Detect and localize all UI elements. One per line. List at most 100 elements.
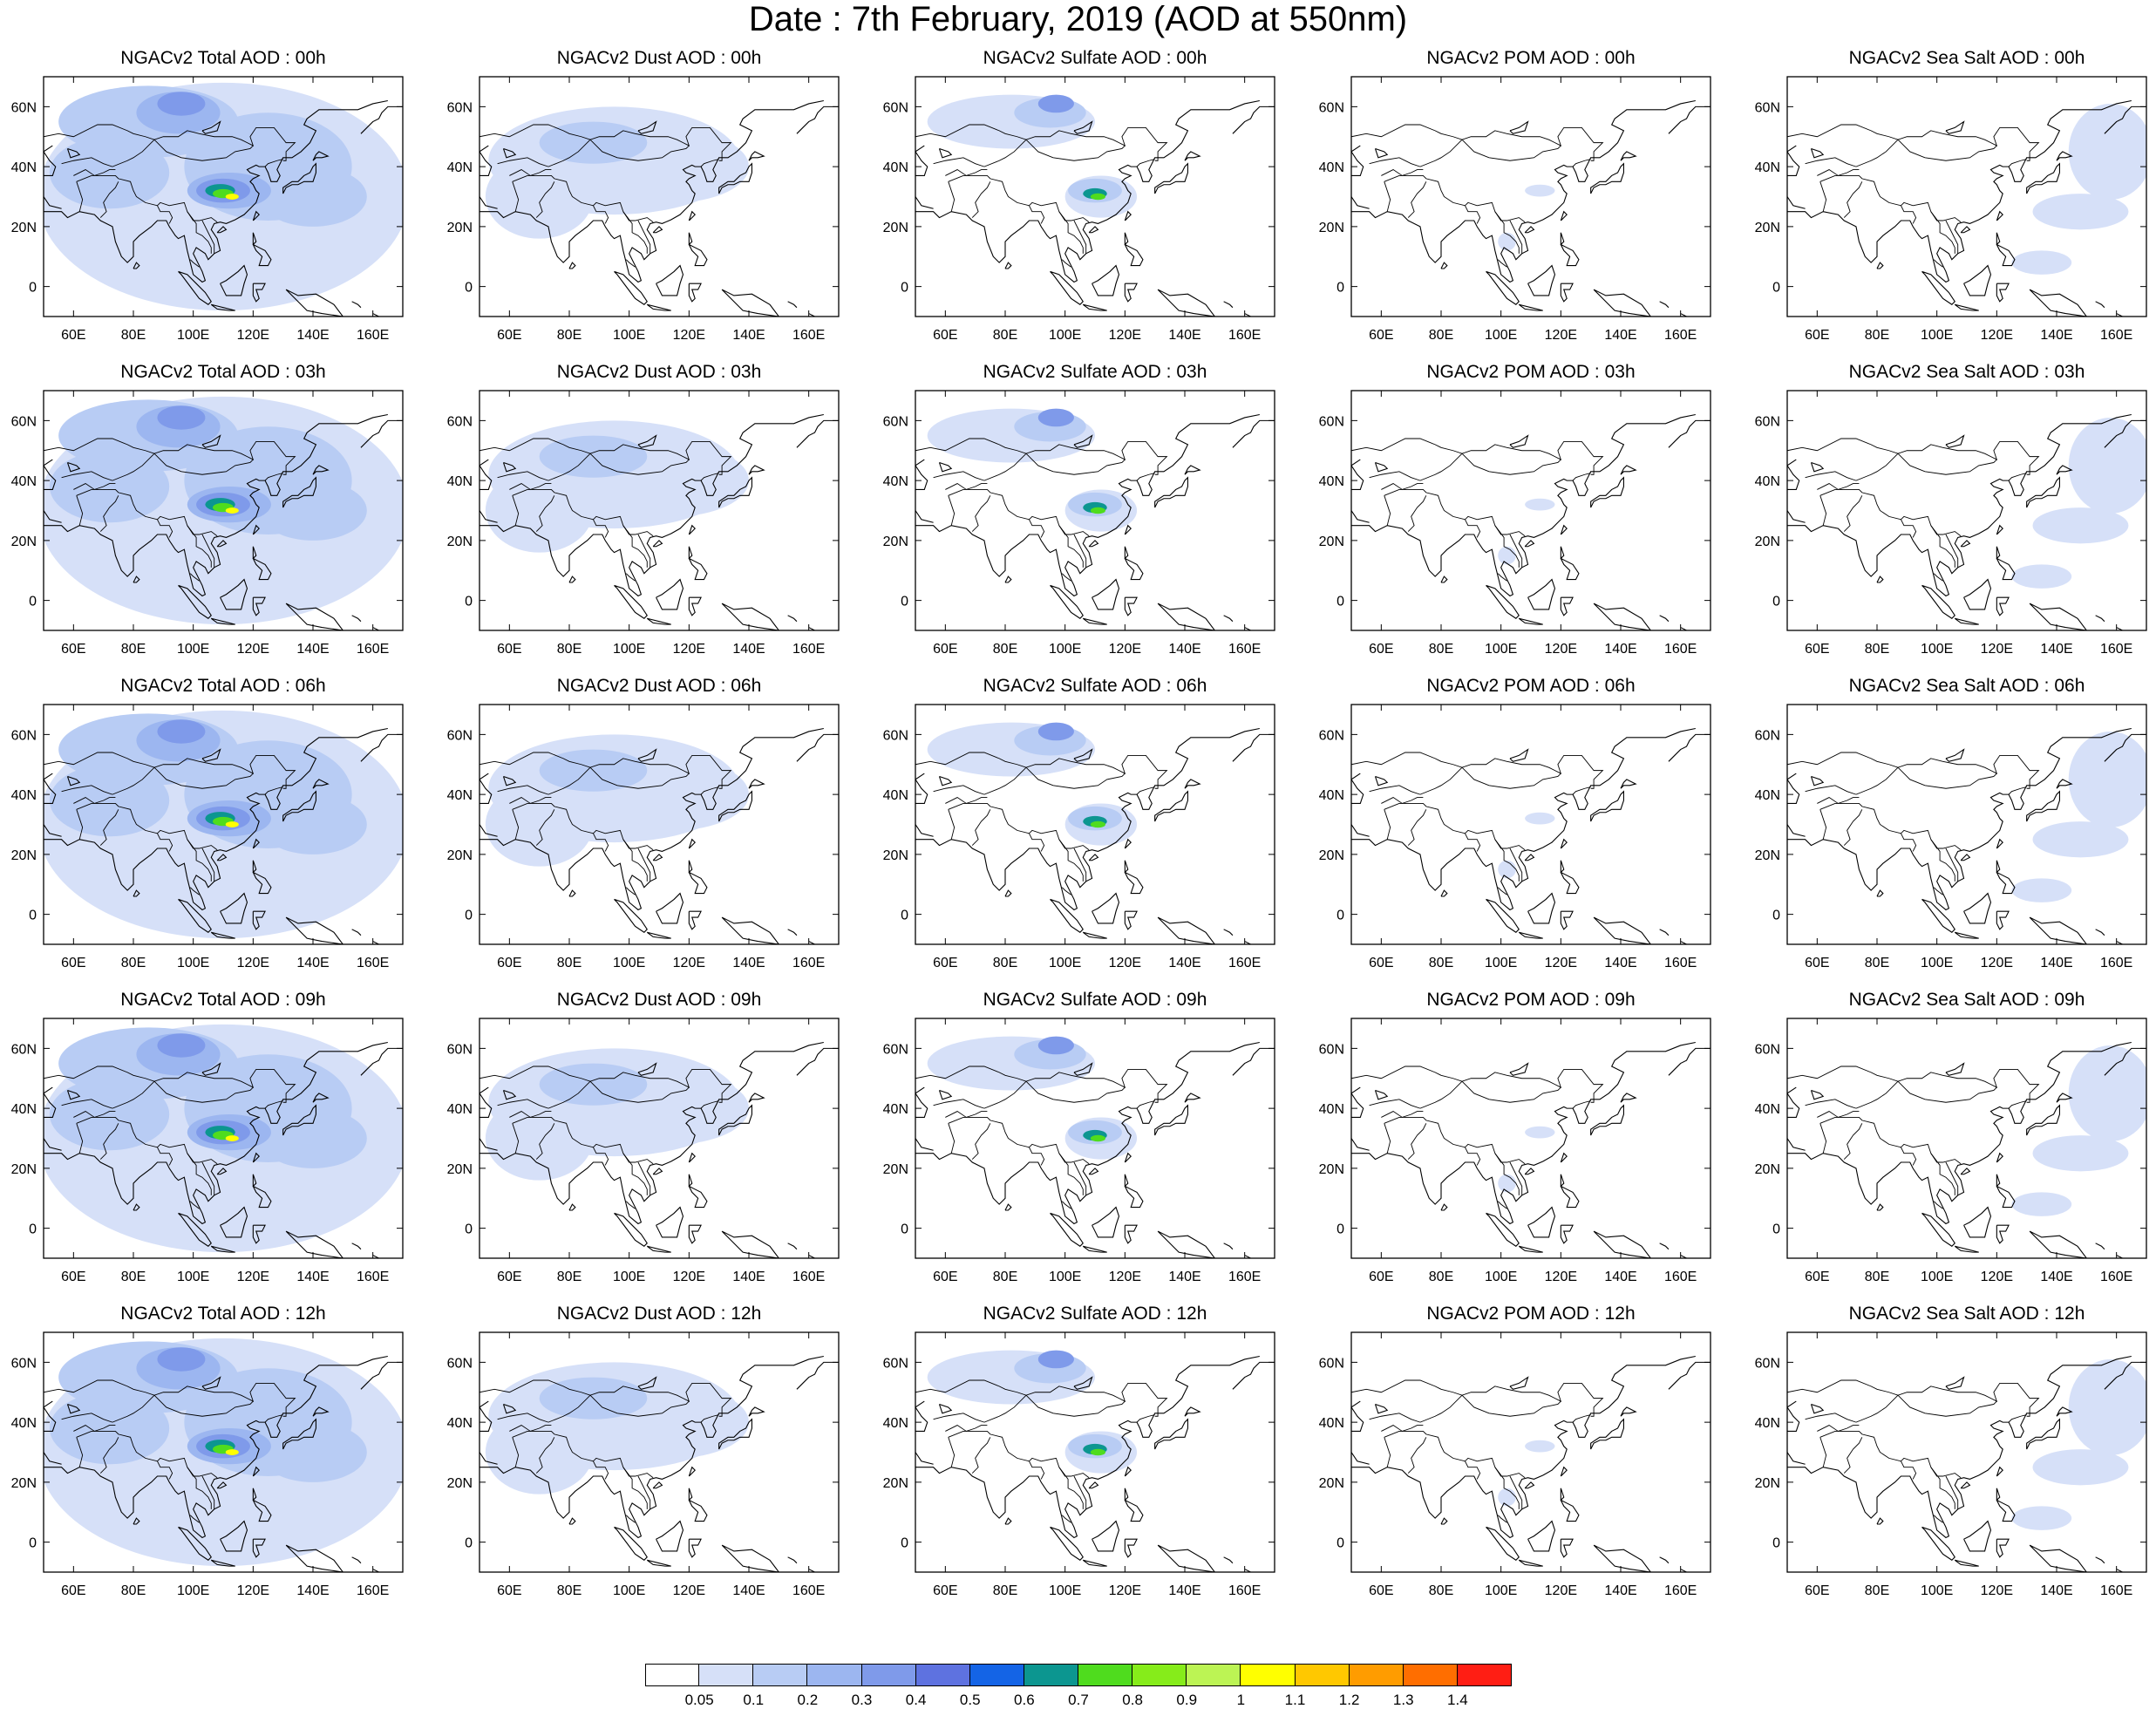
x-tick-label: 80E [557,956,582,970]
country-border [622,839,648,882]
y-tick-label: 0 [901,1536,908,1551]
country-border [933,1099,985,1109]
y-tick-label: 60N [1755,414,1780,429]
aod-patch [1525,184,1555,197]
x-tick-label: 100E [1485,328,1517,343]
x-tick-label: 120E [1109,328,1141,343]
y-tick-label: 60N [1319,728,1344,743]
coastline [1921,270,1955,305]
country-border [157,205,173,224]
x-tick-label: 120E [1981,1583,2013,1598]
country-border [1073,1161,1087,1195]
x-tick-label: 160E [1664,1270,1697,1284]
aod-patch [485,468,594,553]
coastline [1787,824,1806,837]
colorbar-label: 0.05 [684,1692,714,1708]
map-panel-seasalt-1: NGACv2 Sea Salt AOD : 03h 60E 80E 100E 120E 1… [1744,359,2156,662]
coastline [652,1481,663,1489]
coastline [1157,916,1216,944]
coastline [66,1403,81,1414]
coastline [1124,546,1144,581]
coastline [1509,748,1529,762]
country-border [1819,809,1827,840]
colorbar-label: 0.9 [1176,1692,1198,1708]
coastline [1124,1224,1138,1244]
map-plot: 60E 80E 100E 120E 140E 160E 60N 40N 20N 0 [447,76,840,343]
coastline [285,289,344,317]
coastline [614,1212,648,1247]
country-border [971,1437,991,1474]
y-tick-label: 40N [1319,1102,1344,1117]
coastline [1440,1203,1448,1211]
country-border [1351,1379,1604,1417]
country-border [512,1123,520,1154]
coastline [721,916,780,944]
x-tick-label: 100E [1485,1583,1517,1598]
country-border [187,1153,212,1195]
coastline [178,1526,212,1561]
coastline [1996,1466,2003,1477]
y-tick-label: 60N [11,100,37,115]
coastline [1945,748,1965,762]
country-border [548,453,591,481]
coastline [1374,1403,1389,1414]
coastline [1184,1406,1201,1417]
x-tick-label: 80E [1429,642,1453,657]
coastline [1124,1466,1132,1477]
x-tick-label: 80E [557,1583,582,1598]
colorbar-label: 0.8 [1122,1692,1143,1708]
y-tick-label: 60N [1755,1042,1780,1057]
coastline [1960,226,1971,234]
x-tick-label: 100E [1049,1583,1081,1598]
coastline [1787,1452,1806,1465]
country-border [187,839,212,882]
coastline [44,510,62,523]
coastline [2095,1556,2105,1564]
country-border [1817,483,1860,490]
colorbar-label: 1 [1236,1692,1246,1708]
x-tick-label: 80E [993,956,1017,970]
map-frame [1350,704,1711,945]
coastline [1560,596,1574,616]
country-border [61,785,113,795]
coastline [1560,1488,1580,1522]
country-border [1407,809,1427,846]
country-border [1572,473,1591,481]
y-tick-label: 20N [883,534,908,549]
coastline [718,790,752,822]
country-border [1509,848,1523,882]
x-tick-label: 140E [1604,1270,1636,1284]
coastline [796,1361,839,1390]
coastline [1560,232,1580,267]
coastline [479,459,493,490]
aod-patch [259,480,367,541]
coastline [1963,1520,1992,1552]
coastline [646,1559,671,1567]
x-tick-label: 60E [61,642,85,657]
coastline [479,1452,498,1465]
map-frame [1786,704,2147,945]
coastline [66,147,81,159]
coastline [1620,151,1637,161]
country-border [1897,453,1997,475]
country-border [1509,1161,1523,1195]
x-tick-label: 140E [296,1583,329,1598]
coastline [1124,1538,1138,1558]
map-frame [1786,1018,2147,1259]
coastline [502,1403,517,1414]
y-tick-label: 20N [447,1162,473,1177]
coastline [1351,1355,1696,1539]
panel-title: NGACv2 Sulfate AOD : 09h [983,990,1207,1010]
x-tick-label: 100E [1921,642,1953,657]
country-border [189,259,200,268]
country-border [1381,1425,1424,1432]
y-tick-label: 60N [1319,100,1344,115]
colorbar-label: 0.5 [959,1692,981,1708]
country-border [1351,124,1604,161]
colorbar-swatch [915,1664,970,1686]
colorbar-swatch [1403,1664,1458,1686]
coastline [1351,413,1696,597]
x-tick-label: 160E [1228,1270,1261,1284]
coastline [1154,1104,1188,1136]
country-border [1384,174,1526,223]
